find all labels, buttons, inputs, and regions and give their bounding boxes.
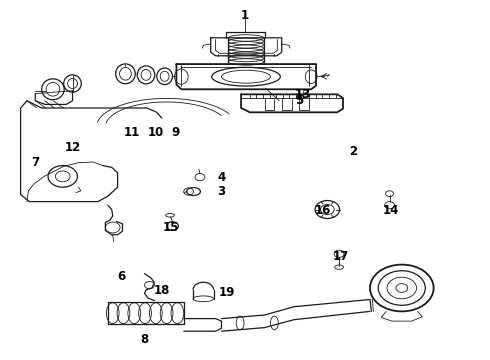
Text: 8: 8 (141, 333, 148, 346)
Text: 12: 12 (64, 141, 81, 154)
Text: 10: 10 (147, 126, 164, 139)
Text: 15: 15 (162, 221, 179, 234)
Text: 9: 9 (172, 126, 179, 139)
Text: 18: 18 (153, 284, 170, 297)
Text: 2: 2 (349, 145, 357, 158)
Text: 1: 1 (241, 9, 249, 22)
Text: 17: 17 (332, 250, 349, 263)
Text: 13: 13 (294, 88, 311, 101)
Text: 5: 5 (295, 94, 303, 107)
Text: 4: 4 (218, 171, 225, 184)
Text: 6: 6 (118, 270, 125, 283)
Text: 11: 11 (123, 126, 140, 139)
Text: 7: 7 (31, 156, 39, 169)
Text: 19: 19 (218, 286, 235, 299)
Text: 16: 16 (314, 204, 331, 217)
Text: 3: 3 (218, 185, 225, 198)
Text: 14: 14 (383, 204, 399, 217)
